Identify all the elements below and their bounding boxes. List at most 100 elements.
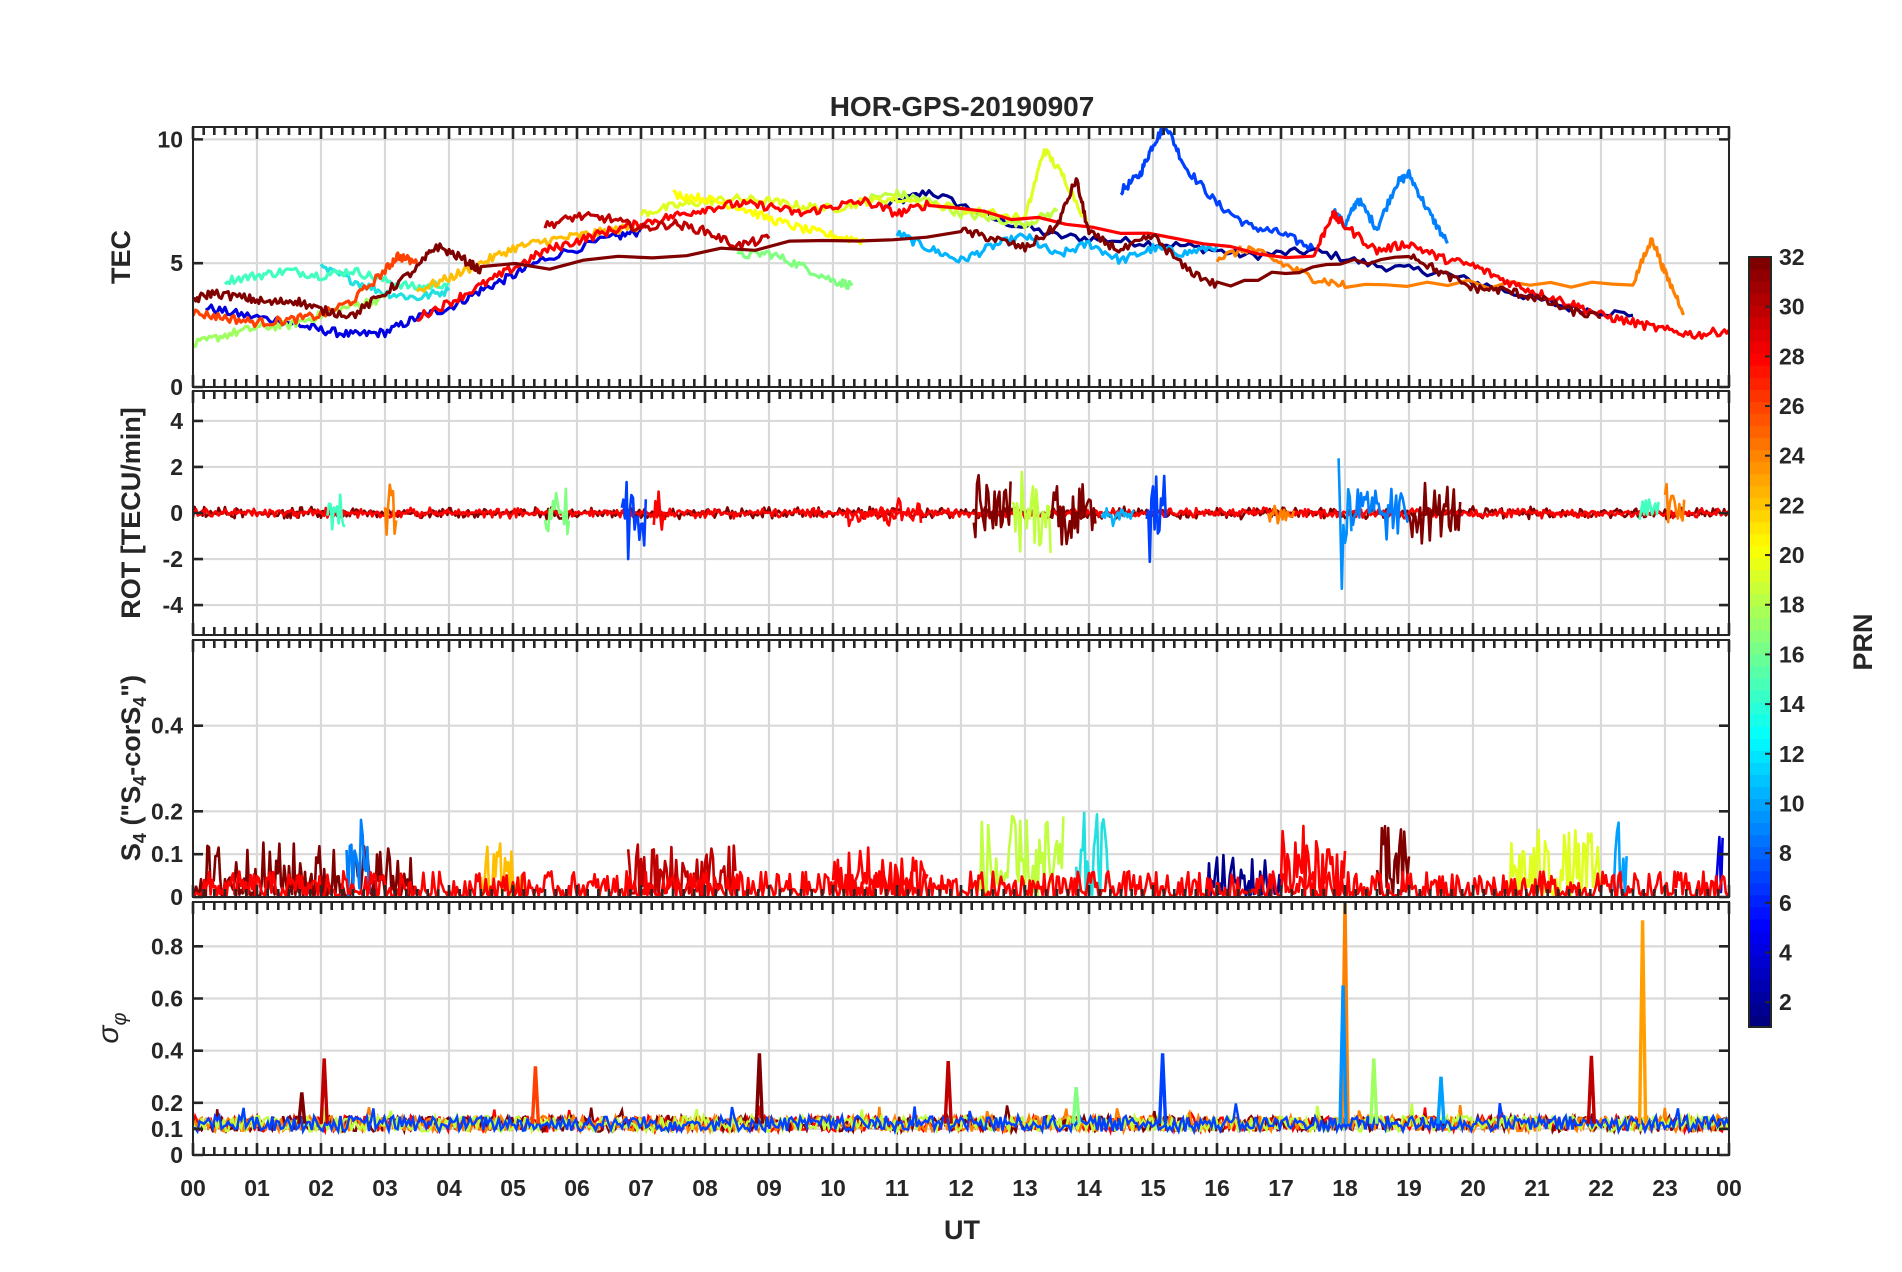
colorbar-swatch [1749, 473, 1771, 487]
colorbar-swatch [1749, 1014, 1771, 1028]
y-tick-label: 2 [170, 454, 183, 480]
y-tick-label: -2 [163, 546, 183, 572]
colorbar-tick-label: 14 [1779, 691, 1805, 717]
colorbar-swatch [1749, 293, 1771, 306]
x-tick-label: 12 [948, 1175, 974, 1201]
y-tick-label: 0 [170, 884, 183, 910]
x-tick-label: 14 [1076, 1175, 1102, 1201]
x-tick-label: 07 [628, 1175, 654, 1201]
burst-prn-19 [1011, 470, 1052, 553]
colorbar-tick-label: 32 [1779, 244, 1805, 270]
x-tick-label: 15 [1140, 1175, 1166, 1201]
burst-prn-24 [1266, 504, 1296, 525]
spike-prn-32 [297, 1092, 307, 1124]
colorbar-swatch [1749, 762, 1771, 775]
colorbar-swatch [1749, 533, 1771, 547]
burst-prn-24 [383, 483, 398, 536]
x-tick-label: 19 [1396, 1175, 1422, 1201]
x-tick-label: 18 [1332, 1175, 1358, 1201]
y-ticks [193, 945, 1729, 1157]
y-tick-label: 0.1 [151, 841, 183, 867]
colorbar-swatch [1749, 906, 1771, 920]
burst-prn-5 [1145, 474, 1168, 564]
plot-area-ROT [193, 458, 1729, 590]
series-prn-19 [864, 188, 1059, 230]
x-tick-label: 11 [885, 1175, 910, 1201]
colorbar-swatch [1749, 341, 1771, 354]
spike-prn-32 [754, 1053, 765, 1124]
colorbar-swatch [1749, 329, 1771, 342]
spike-prn-18 [1369, 1058, 1379, 1124]
colorbar-swatch [1749, 317, 1771, 330]
colorbar-tick-label: 24 [1779, 443, 1805, 469]
colorbar-swatch [1749, 269, 1771, 282]
series-prn-28 [416, 196, 1729, 340]
x-tick-label: 10 [820, 1175, 846, 1201]
colorbar-swatch [1749, 389, 1771, 402]
colorbar-swatch [1749, 918, 1771, 932]
spike-prn-10 [1338, 985, 1348, 1124]
y-ticks [193, 419, 1729, 607]
burst-prn-32 [193, 505, 1729, 521]
colorbar-tick-label: 4 [1779, 939, 1792, 965]
x-tick-label: 04 [436, 1175, 462, 1201]
burst-prn-5 [620, 480, 648, 561]
burst-prn-7 [345, 818, 372, 897]
colorbar-swatch [1749, 798, 1771, 812]
colorbar-swatch [1749, 485, 1771, 499]
y-tick-label: 0.6 [151, 986, 183, 1012]
y-tick-label: 0.8 [151, 933, 183, 959]
colorbar-swatch [1749, 617, 1771, 631]
colorbar-tick-label: 26 [1779, 393, 1805, 419]
colorbar-swatch [1749, 834, 1771, 848]
y-tick-label: 0.2 [151, 1090, 183, 1116]
x-tick-label: 21 [1524, 1175, 1550, 1201]
colorbar-tick-label: 16 [1779, 641, 1805, 667]
colorbar-swatch [1749, 413, 1771, 427]
panel-ROT: -4 -2 0 2 4 [163, 390, 1731, 636]
panel-sigma_phi: 00.10.2 0.4 0.6 0.8 [151, 901, 1731, 1168]
x-tick-label: 01 [244, 1175, 270, 1201]
colorbar-swatch [1749, 774, 1771, 787]
colorbar-swatch [1749, 846, 1771, 860]
colorbar-swatch [1749, 726, 1771, 739]
colorbar-swatch [1749, 281, 1771, 294]
burst-prn-3 [1714, 835, 1724, 894]
colorbar-swatch [1749, 449, 1771, 463]
colorbar-swatch [1749, 870, 1771, 884]
baseline-trace [193, 1103, 1729, 1136]
y-ticks [193, 138, 1729, 389]
colorbar-swatch [1749, 702, 1771, 715]
colorbar-swatch [1749, 305, 1771, 318]
colorbar-swatch [1749, 581, 1771, 595]
y-tick-label: 0 [170, 1142, 183, 1168]
y-tick-label: 4 [170, 408, 183, 434]
spike-prn-30 [943, 1061, 953, 1124]
colorbar-swatch [1749, 425, 1771, 439]
spike-prn-11 [1436, 1076, 1446, 1124]
burst-prn-32 [1049, 483, 1097, 546]
burst-prn-24 [1663, 482, 1686, 524]
spike-prn-23 [1637, 920, 1648, 1124]
burst-prn-13 [326, 493, 346, 531]
burst-prn-9 [1100, 507, 1135, 528]
colorbar-swatch [1749, 990, 1771, 1004]
y-tick-label: 0.4 [151, 713, 183, 739]
series-prn-16 [736, 249, 854, 290]
colorbar-swatch [1749, 257, 1771, 270]
panel-S4: 0 0.1 0.2 0.4 [151, 639, 1731, 910]
burst-prn-28 [844, 497, 923, 528]
colorbar-swatch [1749, 858, 1771, 872]
colorbar-tick-label: 30 [1779, 294, 1805, 320]
colorbar-swatch [1749, 365, 1771, 378]
colorbar-tick-label: 28 [1779, 343, 1805, 369]
panel-TEC: 0 5 10 [157, 126, 1731, 400]
y-tick-label: 10 [157, 126, 183, 152]
x-tick-label: 00 [180, 1175, 206, 1201]
colorbar-swatch [1749, 377, 1771, 390]
x-ticks [191, 902, 1731, 1155]
x-tick-label: 03 [372, 1175, 398, 1201]
y-tick-label: 0 [170, 374, 183, 400]
series-prn-22 [415, 223, 643, 293]
